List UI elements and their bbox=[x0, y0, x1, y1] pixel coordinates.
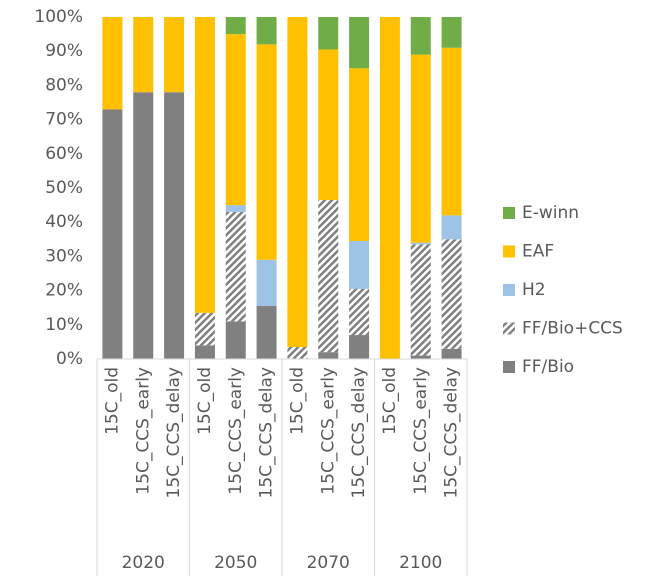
bar-segment bbox=[102, 17, 123, 110]
x-tick-label: 15C_old bbox=[287, 367, 307, 435]
bar-segment bbox=[225, 17, 246, 35]
bar-segment bbox=[194, 345, 215, 359]
x-tick-label: 15C_CCS_delay bbox=[164, 367, 184, 498]
bar-segment bbox=[256, 259, 277, 306]
x-tick-label: 15C_CCS_early bbox=[226, 367, 246, 495]
bar-segment bbox=[441, 239, 462, 349]
x-tick-label: 15C_old bbox=[102, 367, 122, 435]
bar-segment bbox=[164, 92, 185, 360]
bar-segment bbox=[225, 211, 246, 322]
bar-segment bbox=[349, 288, 370, 336]
bar-segment bbox=[349, 17, 370, 69]
bar-segment bbox=[441, 348, 462, 359]
legend-label: H2 bbox=[522, 280, 546, 300]
y-tick-label: 10% bbox=[45, 315, 83, 335]
y-tick-label: 70% bbox=[45, 110, 83, 130]
legend-swatch bbox=[503, 361, 515, 373]
bar-segment bbox=[410, 355, 431, 359]
legend-swatch bbox=[503, 322, 515, 335]
x-tick-label: 15C_CCS_delay bbox=[257, 367, 277, 498]
bar-segment bbox=[318, 352, 339, 359]
bar-segment bbox=[441, 17, 462, 48]
x-tick-label: 15C_old bbox=[380, 367, 400, 435]
group-label: 2070 bbox=[307, 553, 350, 573]
legend-label: FF/Bio bbox=[522, 357, 574, 377]
y-tick-label: 100% bbox=[34, 7, 83, 27]
legend-label: E-winn bbox=[522, 203, 579, 223]
bar-segment bbox=[379, 17, 400, 359]
legend-swatch bbox=[503, 207, 515, 219]
x-tick-label: 15C_CCS_delay bbox=[349, 367, 369, 498]
bar-segment bbox=[194, 312, 215, 346]
bar-segment bbox=[133, 17, 154, 93]
x-tick-label: 15C_CCS_early bbox=[133, 367, 153, 495]
bar-segment bbox=[318, 17, 339, 50]
y-tick-label: 30% bbox=[45, 246, 83, 266]
y-tick-label: 60% bbox=[45, 144, 83, 164]
bar-segment bbox=[441, 215, 462, 240]
bar-segment bbox=[349, 68, 370, 242]
bar-segment bbox=[194, 17, 215, 313]
bar-segment bbox=[287, 17, 308, 348]
bar-segment bbox=[102, 109, 123, 359]
group-label: 2050 bbox=[214, 553, 257, 573]
group-label: 2100 bbox=[399, 553, 442, 573]
legend-swatch bbox=[503, 245, 515, 258]
bar-segment bbox=[318, 49, 339, 200]
bar-segment bbox=[441, 47, 462, 216]
bar-segment bbox=[410, 54, 431, 243]
bar-segment bbox=[349, 335, 370, 359]
y-tick-label: 20% bbox=[45, 281, 83, 301]
x-tick-label: 15C_CCS_early bbox=[411, 367, 431, 495]
y-tick-label: 80% bbox=[45, 75, 83, 95]
x-tick-label: 15C_CCS_early bbox=[318, 367, 338, 495]
legend-swatch bbox=[503, 284, 515, 296]
bar-segment bbox=[225, 321, 246, 359]
group-label: 2020 bbox=[122, 553, 165, 573]
x-tick-label: 15C_CCS_delay bbox=[442, 367, 462, 498]
bar-segment bbox=[256, 17, 277, 45]
y-tick-label: 40% bbox=[45, 212, 83, 232]
y-tick-label: 90% bbox=[45, 41, 83, 61]
bar-segment bbox=[225, 205, 246, 212]
y-tick-label: 0% bbox=[56, 349, 83, 369]
y-tick-label: 50% bbox=[45, 178, 83, 198]
bar-segment bbox=[133, 92, 154, 360]
x-tick-label: 15C_old bbox=[195, 367, 215, 435]
legend-label: EAF bbox=[522, 242, 554, 262]
bar-segment bbox=[256, 305, 277, 359]
bar-segment bbox=[410, 244, 431, 356]
bar-segment bbox=[410, 17, 431, 55]
bar-segment bbox=[256, 44, 277, 260]
bar-segment bbox=[410, 242, 431, 245]
bar-segment bbox=[164, 17, 185, 93]
bar-segment bbox=[318, 199, 339, 353]
bar-segment bbox=[349, 241, 370, 289]
legend-label: FF/Bio+CCS bbox=[522, 319, 623, 339]
bar-segment bbox=[287, 347, 308, 359]
bar-segment bbox=[225, 34, 246, 206]
